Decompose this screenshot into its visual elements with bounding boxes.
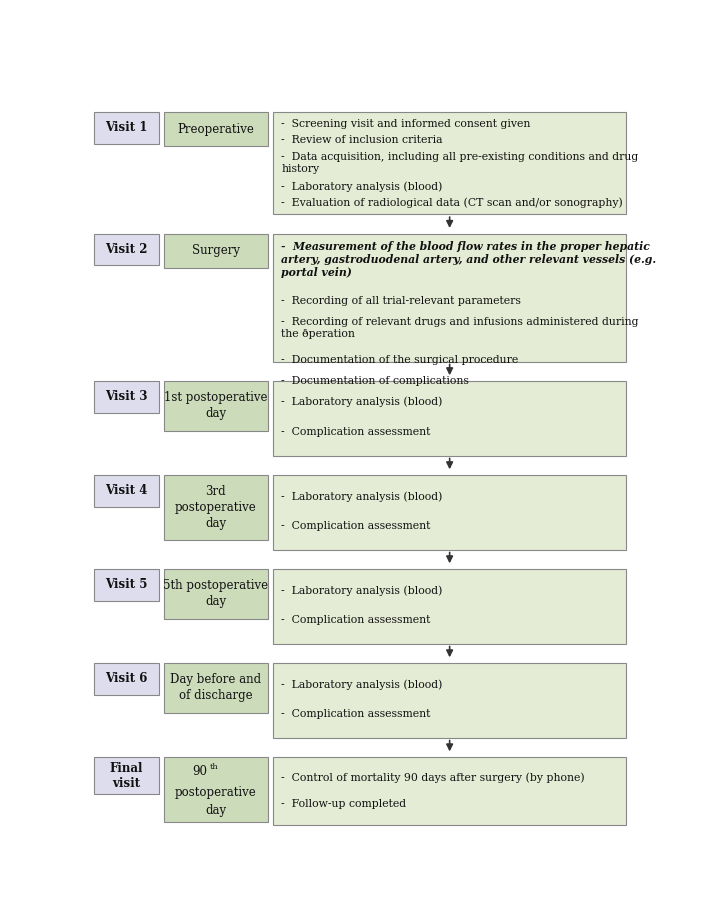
Bar: [94, 569, 159, 601]
Text: -  Complication assessment: - Complication assessment: [281, 427, 431, 437]
Text: day: day: [205, 804, 226, 817]
Text: -  Screening visit and informed consent given: - Screening visit and informed consent g…: [281, 119, 531, 128]
Text: -  Laboratory analysis (blood): - Laboratory analysis (blood): [281, 679, 443, 690]
Text: Visit 6: Visit 6: [105, 673, 148, 685]
Text: Visit 1: Visit 1: [105, 121, 148, 135]
Text: -  Control of mortality 90 days after surgery (by phone): - Control of mortality 90 days after sur…: [281, 772, 585, 783]
Bar: [94, 757, 159, 795]
Bar: [94, 663, 159, 695]
Bar: [273, 663, 626, 737]
Text: -  Evaluation of radiological data (CT scan and/or sonography): - Evaluation of radiological data (CT sc…: [281, 198, 623, 208]
Bar: [273, 381, 626, 455]
Text: Day before and
of discharge: Day before and of discharge: [170, 674, 262, 702]
Text: -  Laboratory analysis (blood): - Laboratory analysis (blood): [281, 585, 443, 595]
Bar: [273, 233, 626, 362]
Text: -  Laboratory analysis (blood): - Laboratory analysis (blood): [281, 397, 443, 408]
Text: 3rd
postoperative
day: 3rd postoperative day: [175, 485, 257, 530]
Text: -  Complication assessment: - Complication assessment: [281, 709, 431, 719]
Bar: [273, 569, 626, 644]
Bar: [94, 475, 159, 506]
Bar: [273, 475, 626, 550]
Bar: [94, 112, 159, 144]
Bar: [165, 381, 268, 431]
Text: 5th postoperative
day: 5th postoperative day: [163, 579, 269, 608]
Bar: [273, 112, 626, 215]
Text: Visit 4: Visit 4: [105, 484, 148, 497]
Text: Final
visit: Final visit: [110, 762, 143, 789]
Bar: [273, 757, 626, 824]
Text: -  Data acquisition, including all pre-existing conditions and drug
history: - Data acquisition, including all pre-ex…: [281, 152, 638, 173]
Text: -  Review of inclusion criteria: - Review of inclusion criteria: [281, 136, 443, 145]
Bar: [165, 475, 268, 540]
Text: -  Laboratory analysis (blood): - Laboratory analysis (blood): [281, 181, 443, 192]
Bar: [165, 112, 268, 146]
Text: 5: 5: [303, 329, 308, 336]
Bar: [94, 233, 159, 266]
Bar: [165, 757, 268, 822]
Text: Surgery: Surgery: [192, 244, 240, 258]
Text: -  Complication assessment: - Complication assessment: [281, 522, 431, 532]
Text: -  Complication assessment: - Complication assessment: [281, 615, 431, 625]
Text: Visit 3: Visit 3: [105, 391, 148, 403]
Text: th: th: [209, 762, 219, 770]
Text: -  Documentation of complications: - Documentation of complications: [281, 376, 469, 386]
Text: 90: 90: [193, 765, 207, 778]
Text: postoperative: postoperative: [175, 787, 257, 799]
Bar: [165, 569, 268, 619]
Bar: [94, 381, 159, 413]
Text: Visit 2: Visit 2: [105, 243, 148, 256]
Text: Preoperative: Preoperative: [177, 123, 254, 136]
Text: 1st postoperative
day: 1st postoperative day: [165, 392, 268, 420]
Text: -  Documentation of the surgical procedure: - Documentation of the surgical procedur…: [281, 355, 519, 365]
Bar: [165, 663, 268, 713]
Bar: [165, 233, 268, 269]
Text: -  Measurement of the blood flow rates in the proper hepatic
artery, gastroduode: - Measurement of the blood flow rates in…: [281, 241, 657, 278]
Text: -  Laboratory analysis (blood): - Laboratory analysis (blood): [281, 491, 443, 501]
Text: -  Recording of all trial-relevant parameters: - Recording of all trial-relevant parame…: [281, 295, 521, 305]
Text: Visit 5: Visit 5: [105, 578, 148, 592]
Text: -  Recording of relevant drugs and infusions administered during
the operation: - Recording of relevant drugs and infusi…: [281, 317, 639, 339]
Text: -  Follow-up completed: - Follow-up completed: [281, 799, 406, 809]
